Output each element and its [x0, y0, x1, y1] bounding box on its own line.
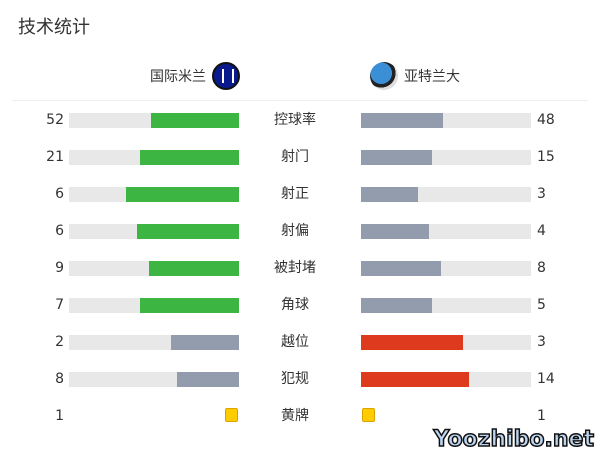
away-bar-fill — [361, 187, 418, 202]
away-bar-track — [361, 187, 531, 202]
yellow-card-icon — [362, 408, 375, 422]
away-value: 3 — [537, 334, 546, 350]
away-bar-track — [361, 261, 531, 276]
away-team-header: 亚特兰大 — [370, 62, 460, 90]
home-value: 7 — [55, 297, 64, 313]
home-value: 9 — [55, 260, 64, 276]
stat-row: 6 射正 3 — [0, 184, 600, 204]
home-bar-track — [69, 187, 239, 202]
stat-row: 1 黄牌 1 — [0, 406, 600, 426]
yellow-card-icon — [225, 408, 238, 422]
stat-label: 射正 — [281, 186, 309, 202]
away-value: 3 — [537, 186, 546, 202]
away-bar-fill — [361, 372, 470, 387]
away-bar-track — [361, 335, 531, 350]
away-value: 48 — [537, 112, 555, 128]
home-bar-fill — [125, 187, 239, 202]
home-value: 2 — [55, 334, 64, 350]
away-bar-track — [361, 113, 531, 128]
away-bar-fill — [361, 224, 429, 239]
away-team-name: 亚特兰大 — [404, 69, 460, 85]
away-bar-track — [361, 298, 531, 313]
away-bar-fill — [361, 335, 463, 350]
away-value: 15 — [537, 149, 555, 165]
home-value: 52 — [46, 112, 64, 128]
stat-row: 9 被封堵 8 — [0, 258, 600, 278]
home-bar-fill — [139, 150, 239, 165]
away-value: 8 — [537, 260, 546, 276]
stat-row: 52 控球率 48 — [0, 110, 600, 130]
divider — [12, 100, 588, 101]
away-bar-fill — [361, 261, 441, 276]
home-bar-fill — [150, 113, 239, 128]
stat-label: 射偏 — [281, 223, 309, 239]
away-value: 4 — [537, 223, 546, 239]
stat-label: 控球率 — [274, 112, 316, 128]
home-bar-track — [69, 113, 239, 128]
home-bar-track — [69, 150, 239, 165]
home-bar-fill — [149, 261, 239, 276]
watermark: Yoozhibo.net — [433, 427, 595, 453]
stat-row: 21 射门 15 — [0, 147, 600, 167]
home-bar-track — [69, 224, 239, 239]
stat-row: 7 角球 5 — [0, 295, 600, 315]
home-bar-track — [69, 335, 239, 350]
stat-row: 2 越位 3 — [0, 332, 600, 352]
away-bar-track — [361, 150, 531, 165]
stat-label: 射门 — [281, 149, 309, 165]
home-value: 21 — [46, 149, 64, 165]
home-value: 6 — [55, 223, 64, 239]
page-title: 技术统计 — [18, 17, 90, 38]
stat-label: 黄牌 — [281, 408, 309, 424]
home-bar-fill — [177, 372, 239, 387]
home-value: 1 — [55, 408, 64, 424]
away-bar-fill — [361, 113, 443, 128]
inter-milan-logo-icon — [212, 62, 240, 90]
home-bar-track — [69, 261, 239, 276]
home-bar-fill — [139, 298, 239, 313]
away-bar-track — [361, 372, 531, 387]
home-team-header: 国际米兰 — [150, 62, 240, 90]
home-value: 8 — [55, 371, 64, 387]
atalanta-logo-icon — [370, 62, 398, 90]
home-bar-fill — [137, 224, 239, 239]
stat-row: 6 射偏 4 — [0, 221, 600, 241]
away-bar-fill — [361, 150, 432, 165]
away-bar-track — [361, 224, 531, 239]
stat-label: 犯规 — [281, 371, 309, 387]
home-bar-track — [69, 298, 239, 313]
home-bar-track — [69, 372, 239, 387]
away-value: 5 — [537, 297, 546, 313]
home-bar-fill — [171, 335, 239, 350]
away-value: 1 — [537, 408, 546, 424]
stat-label: 被封堵 — [274, 260, 316, 276]
stat-label: 角球 — [281, 297, 309, 313]
stat-row: 8 犯规 14 — [0, 369, 600, 389]
away-bar-fill — [361, 298, 432, 313]
stat-label: 越位 — [281, 334, 309, 350]
home-team-name: 国际米兰 — [150, 69, 206, 85]
away-value: 14 — [537, 371, 555, 387]
home-value: 6 — [55, 186, 64, 202]
